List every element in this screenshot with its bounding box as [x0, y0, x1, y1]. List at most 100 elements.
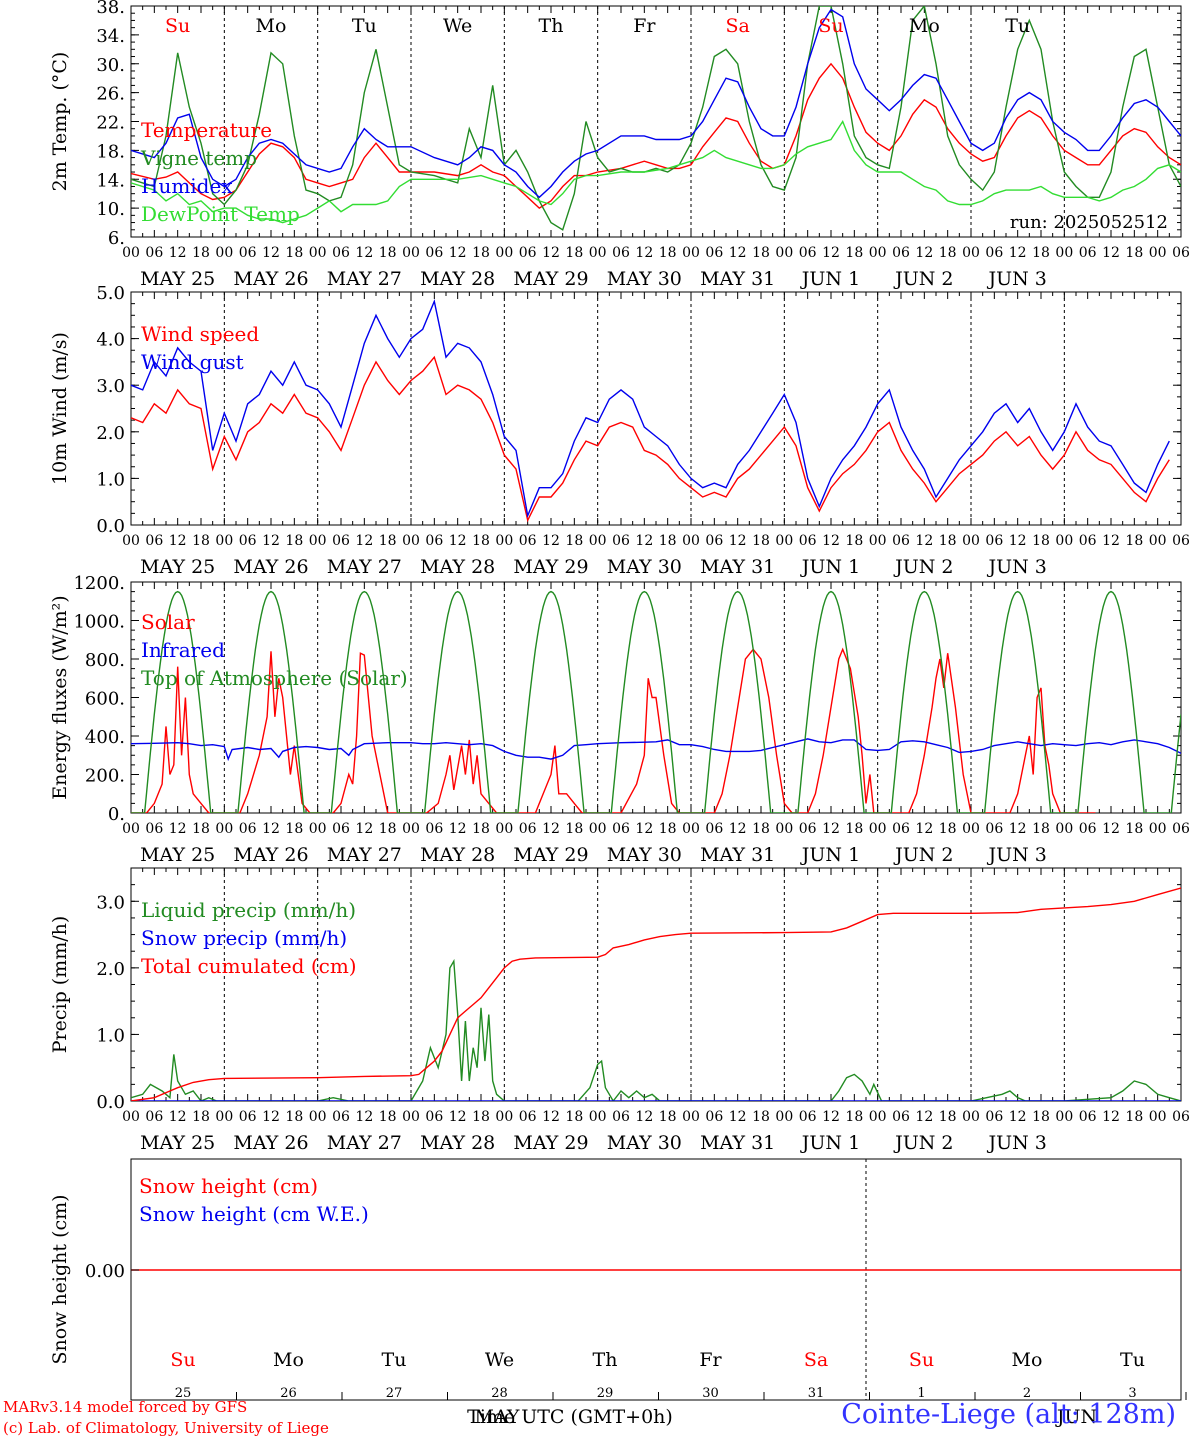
precip-panel: 00 06 12 18 00 06 12 18 00 06 12 18 00 06 12 18 00 06 12 18… — [49, 867, 1190, 1154]
series-infrared — [131, 738, 1181, 762]
hour-tick-label: 12 — [449, 821, 467, 837]
hour-tick-label: 12 — [1102, 821, 1120, 837]
hour-tick-label: 18 — [1125, 821, 1143, 837]
series-wind-speed — [131, 355, 1170, 523]
hour-tick-label: 18 — [752, 533, 770, 549]
hour-tick-label: 06 — [985, 1109, 1003, 1125]
y-tick-label: 800. — [85, 650, 125, 671]
hour-tick-label: 18 — [939, 245, 957, 261]
hour-tick-label: 00 — [122, 1109, 140, 1125]
day-label: MAY 26 — [233, 556, 308, 578]
temperature-ylabel: 2m Temp. (°C) — [49, 52, 71, 192]
weekday-label-bottom: Su — [170, 1349, 195, 1371]
hour-tick-label: 00 — [869, 821, 887, 837]
day-label: MAY 27 — [327, 268, 402, 290]
hour-tick-label: 12 — [542, 1109, 560, 1125]
hour-tick-label: 12 — [169, 821, 187, 837]
hour-tick-label: 06 — [519, 245, 537, 261]
hour-tick-label: 12 — [449, 245, 467, 261]
day-label: MAY 27 — [327, 1132, 402, 1154]
y-tick-label: 14. — [96, 170, 125, 191]
hour-tick-label: 06 — [892, 245, 910, 261]
hour-tick-label: 18 — [752, 245, 770, 261]
hour-tick-label: 12 — [1009, 533, 1027, 549]
hour-tick-label: 12 — [169, 1109, 187, 1125]
hour-tick-label: 00 — [309, 1109, 327, 1125]
hour-tick-label: 18 — [285, 1109, 303, 1125]
hour-tick-label: 00 — [589, 533, 607, 549]
hour-tick-label: 00 — [215, 533, 233, 549]
hour-tick-label: 18 — [379, 1109, 397, 1125]
hour-tick-label: 00 — [1149, 533, 1167, 549]
hour-tick-label: 12 — [355, 245, 373, 261]
hour-tick-label: 18 — [285, 245, 303, 261]
weekday-label-top: Fr — [633, 15, 656, 37]
hour-tick-label: 12 — [635, 533, 653, 549]
day-label: JUN 2 — [893, 556, 953, 578]
day-label: JUN 2 — [893, 844, 953, 866]
hour-tick-label: 00 — [962, 245, 980, 261]
hour-tick-label: 12 — [449, 1109, 467, 1125]
hour-tick-label: 18 — [1125, 245, 1143, 261]
hour-tick-label: 06 — [705, 533, 723, 549]
hour-tick-label: 18 — [379, 533, 397, 549]
series-liquid-precip-mm-h- — [131, 958, 1181, 1101]
hour-tick-label: 12 — [822, 821, 840, 837]
hour-tick-label: 06 — [985, 821, 1003, 837]
legend-wind-speed: Wind speed — [141, 322, 259, 346]
day-label: JUN 3 — [986, 268, 1046, 290]
station-label: Cointe-Liege (alt: 128m) — [841, 1399, 1176, 1430]
hour-tick-label: 00 — [1149, 821, 1167, 837]
y-tick-label: 6. — [108, 228, 125, 249]
hour-tick-label: 12 — [635, 1109, 653, 1125]
hour-tick-label: 06 — [985, 533, 1003, 549]
day-label: MAY 25 — [140, 268, 215, 290]
hour-tick-label: 12 — [822, 245, 840, 261]
hour-tick-label: 00 — [122, 245, 140, 261]
hour-tick-label: 00 — [122, 533, 140, 549]
hour-tick-label: 06 — [892, 533, 910, 549]
hour-tick-label: 06 — [1172, 533, 1190, 549]
hour-tick-label: 06 — [705, 1109, 723, 1125]
day-number-label: 30 — [702, 1386, 719, 1401]
hour-tick-label: 06 — [1172, 1109, 1190, 1125]
hour-tick-label: 00 — [1055, 1109, 1073, 1125]
hour-tick-label: 06 — [612, 1109, 630, 1125]
snow-ylabel: Snow height (cm) — [49, 1194, 71, 1364]
hour-tick-label: 18 — [285, 533, 303, 549]
hour-tick-label: 12 — [915, 245, 933, 261]
series-humidex — [131, 8, 1181, 199]
y-tick-label: 30. — [96, 55, 125, 76]
y-tick-label: 0.0 — [96, 1092, 125, 1113]
hour-tick-label: 06 — [1172, 821, 1190, 837]
precip-ylabel: Precip (mm/h) — [49, 916, 71, 1054]
y-tick-label: 2.0 — [96, 423, 125, 444]
hour-tick-label: 00 — [215, 821, 233, 837]
series-vigne-temp — [131, 6, 1181, 231]
legend-liquid-precip-mm-h-: Liquid precip (mm/h) — [141, 898, 356, 922]
hour-tick-label: 18 — [192, 245, 210, 261]
hour-tick-label: 00 — [962, 821, 980, 837]
day-label: JUN 3 — [986, 844, 1046, 866]
hour-tick-label: 18 — [939, 1109, 957, 1125]
hour-tick-label: 18 — [752, 821, 770, 837]
y-tick-label: 18. — [96, 141, 125, 162]
weekday-label-bottom: Mo — [273, 1349, 304, 1371]
day-number-label: 28 — [491, 1386, 508, 1401]
hour-tick-label: 12 — [729, 821, 747, 837]
y-tick-label: 3.0 — [96, 376, 125, 397]
weekday-label-bottom: We — [485, 1349, 514, 1371]
day-label: JUN 1 — [800, 844, 860, 866]
hour-tick-label: 00 — [402, 533, 420, 549]
weekday-label-bottom: Mo — [1012, 1349, 1043, 1371]
series-temperature — [131, 62, 1181, 209]
hour-tick-label: 00 — [869, 533, 887, 549]
hour-tick-label: 12 — [635, 245, 653, 261]
lab-credit: (c) Lab. of Climatology, University of L… — [3, 1419, 329, 1437]
day-label: MAY 29 — [513, 844, 588, 866]
day-label: JUN 2 — [893, 1132, 953, 1154]
hour-tick-label: 00 — [122, 821, 140, 837]
hour-tick-label: 06 — [425, 533, 443, 549]
hour-tick-label: 00 — [589, 1109, 607, 1125]
hour-tick-label: 06 — [612, 245, 630, 261]
